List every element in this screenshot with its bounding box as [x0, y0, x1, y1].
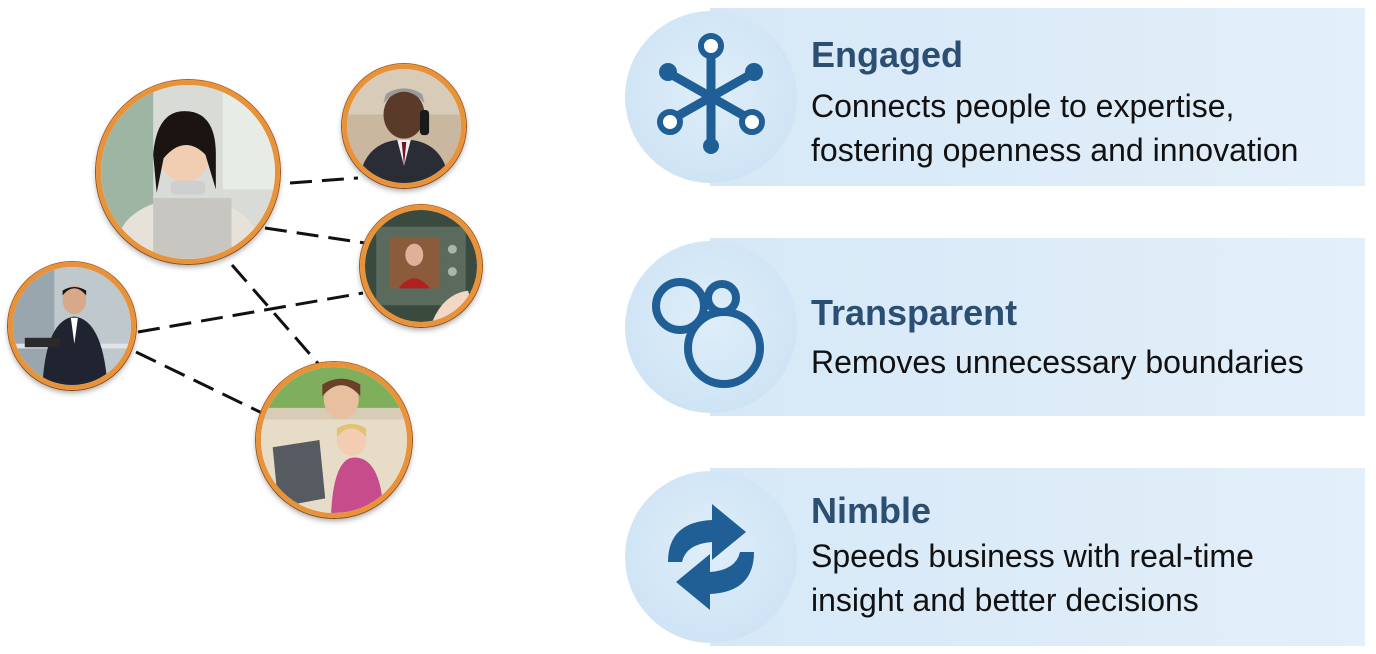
line-woman-device [264, 226, 366, 245]
feature-description: Removes unnecessary boundaries [811, 344, 1304, 380]
people-network [0, 0, 560, 654]
person-businessman-with-tablet [8, 262, 136, 390]
feature-icon-disc [625, 241, 797, 413]
feature-title: Transparent [811, 292, 1018, 333]
bubbles-icon [652, 278, 764, 388]
feature-description: Connects people to expertise, fostering … [811, 88, 1299, 168]
feature-band [710, 468, 1365, 646]
feature-title: Engaged [811, 34, 964, 75]
feature-transparent: Transparent Removes unnecessary boundari… [625, 238, 1370, 416]
line-businessman-device [137, 291, 364, 334]
feature-band [710, 238, 1365, 416]
person-video-device [360, 205, 482, 327]
network-hub-icon [657, 33, 765, 154]
feature-nimble: Nimble Speeds business with real-time in… [625, 468, 1370, 646]
person-woman-at-webcam [96, 80, 280, 264]
person-mother-and-child-laptop [256, 362, 412, 518]
refresh-arrows-icon [668, 504, 754, 610]
feature-icon-disc [625, 471, 797, 643]
feature-description: Speeds business with real-time insight a… [811, 538, 1254, 618]
line-woman-man-phone [289, 176, 359, 185]
line-woman-mother [230, 264, 324, 369]
line-businessman-mother [135, 350, 263, 415]
person-man-on-phone [342, 64, 466, 188]
feature-engaged: Engaged Connects people to expertise, fo… [625, 8, 1370, 186]
connection-lines [135, 176, 366, 415]
feature-title: Nimble [811, 490, 932, 531]
feature-icon-disc [625, 11, 797, 183]
feature-band [710, 8, 1365, 186]
